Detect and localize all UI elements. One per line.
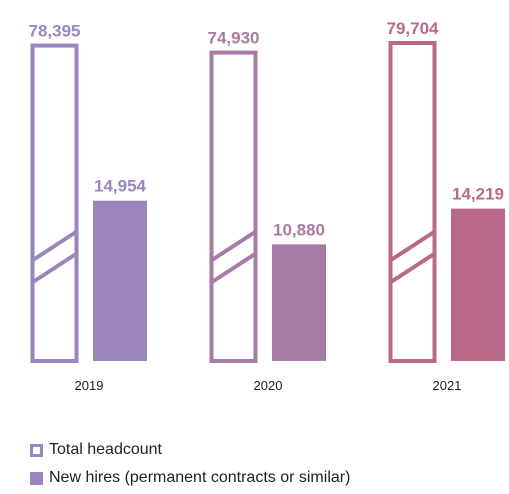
- bar-new-hires-2019: [93, 200, 147, 361]
- chart: 78,395 14,954 2019 74,930 10,880 2020 79,704 14…: [29, 19, 505, 393]
- legend-swatch-filled: [30, 471, 43, 485]
- axis-break-line-lower-2020: [210, 252, 257, 284]
- axis-break-line-upper-2019: [31, 230, 78, 262]
- legend-item-total-headcount: Total headcount: [30, 438, 350, 462]
- value-label-new-hires-2020: 10,880: [273, 220, 325, 239]
- category-label-2021: 2021: [433, 378, 462, 393]
- bar-total-headcount-2020: [209, 50, 258, 363]
- value-label-new-hires-2021: 14,219: [452, 185, 504, 204]
- legend-swatch-outline: [30, 443, 43, 457]
- bar-total-headcount-2021: [388, 41, 437, 363]
- bar-total-headcount-2019: [30, 43, 79, 364]
- legend-label-total-headcount: Total headcount: [49, 441, 162, 458]
- category-label-2019: 2019: [75, 378, 104, 393]
- axis-break-line-lower-2019: [31, 252, 78, 284]
- value-label-total-2020: 74,930: [208, 29, 260, 48]
- legend-item-new-hires: New hires (permanent contracts or simila…: [30, 466, 350, 490]
- axis-break-line-upper-2021: [389, 230, 436, 262]
- axis-break-line-lower-2021: [389, 252, 436, 284]
- axis-break-line-upper-2020: [210, 230, 257, 262]
- legend-label-new-hires: New hires (permanent contracts or simila…: [49, 469, 351, 486]
- bar-new-hires-2020: [272, 244, 326, 361]
- value-label-total-2019: 78,395: [29, 22, 81, 41]
- legend: Total headcount New hires (permanent con…: [30, 438, 350, 494]
- value-label-new-hires-2019: 14,954: [94, 177, 147, 196]
- bar-new-hires-2021: [451, 208, 505, 361]
- value-label-total-2021: 79,704: [387, 19, 440, 38]
- category-label-2020: 2020: [254, 378, 283, 393]
